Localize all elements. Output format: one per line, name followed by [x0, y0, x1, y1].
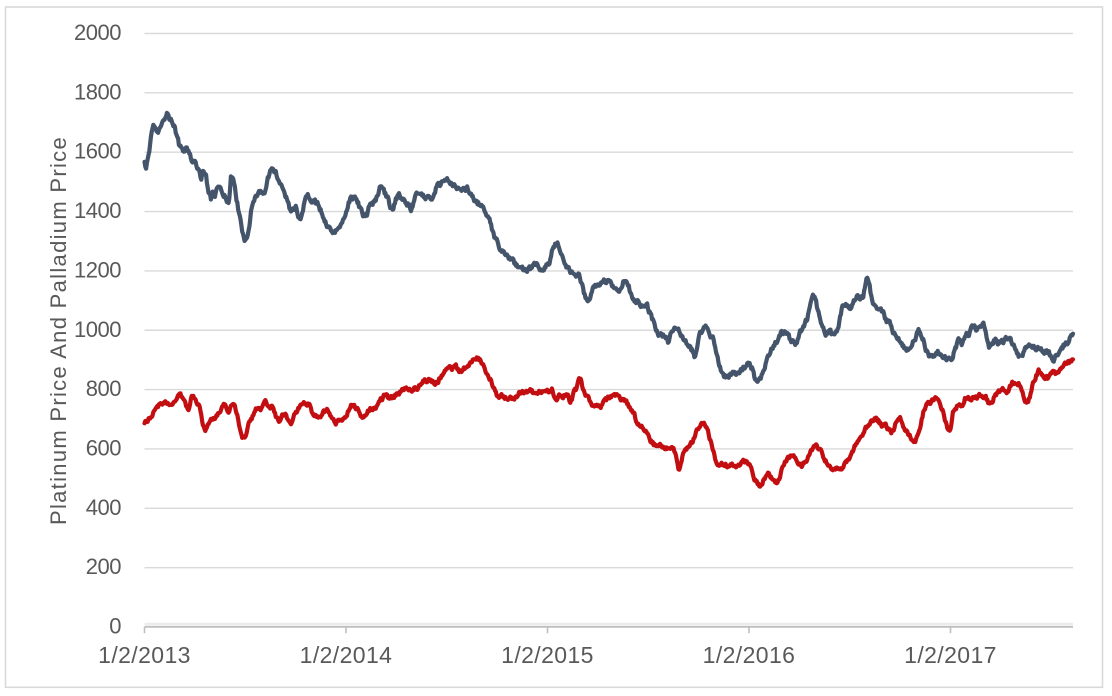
svg-text:1000: 1000: [74, 317, 121, 342]
svg-text:1400: 1400: [74, 198, 121, 223]
svg-text:400: 400: [86, 495, 121, 520]
svg-text:Platinum Price And Palladium P: Platinum Price And Palladium Price: [46, 136, 71, 525]
svg-text:1/2/2014: 1/2/2014: [300, 642, 393, 668]
svg-text:1/2/2015: 1/2/2015: [501, 642, 594, 668]
svg-text:1/2/2013: 1/2/2013: [98, 642, 191, 668]
svg-text:2000: 2000: [74, 20, 121, 45]
svg-text:1600: 1600: [74, 139, 121, 164]
svg-text:600: 600: [86, 435, 121, 460]
svg-text:1800: 1800: [74, 79, 121, 104]
svg-text:1200: 1200: [74, 257, 121, 282]
svg-text:1/2/2016: 1/2/2016: [703, 642, 796, 668]
svg-text:1/2/2017: 1/2/2017: [904, 642, 997, 668]
svg-text:0: 0: [109, 614, 121, 639]
svg-text:800: 800: [86, 376, 121, 401]
svg-text:200: 200: [86, 554, 121, 579]
